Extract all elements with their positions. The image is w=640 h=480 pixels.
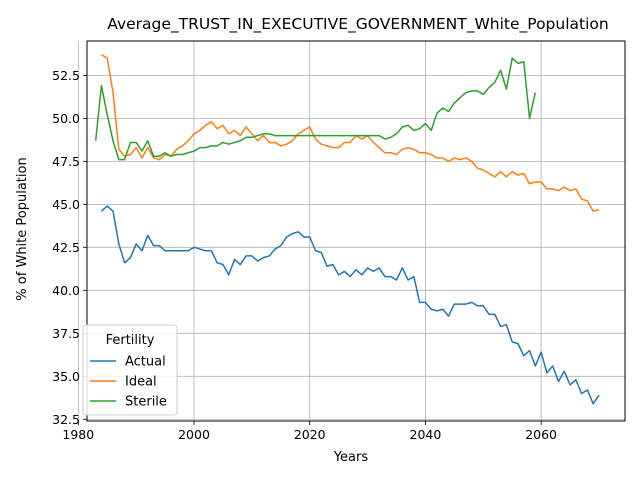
x-axis-label: Years (333, 450, 369, 465)
legend: Fertility Actual Ideal Sterile (82, 324, 178, 416)
y-axis-ticks: 32.5 35.0 37.5 40.0 42.5 45.0 47.5 50.0 52.5 (52, 68, 87, 427)
x-axis-ticks: 1980 2000 2020 2040 2060 (62, 421, 557, 442)
plot-area-frame (86, 40, 626, 422)
legend-box (82, 324, 178, 416)
x-tick-label: 2020 (294, 427, 326, 442)
legend-label-actual: Actual (125, 355, 166, 370)
series-line-sterile (94, 57, 537, 161)
x-tick-label: 2060 (525, 427, 557, 442)
x-tick-label: 2040 (410, 427, 442, 442)
legend-entries: Actual Ideal Sterile (90, 355, 167, 410)
y-tick-label: 52.5 (52, 68, 80, 83)
y-tick-label: 32.5 (52, 412, 80, 427)
y-tick-label: 50.0 (52, 111, 80, 126)
y-tick-label: 47.5 (52, 154, 80, 169)
legend-title: Fertility (106, 333, 155, 348)
series-line-ideal (101, 54, 600, 212)
legend-label-sterile: Sterile (125, 395, 167, 410)
series-line-actual (100, 205, 600, 405)
x-tick-label: 2000 (178, 427, 210, 442)
chart-title: Average_TRUST_IN_EXECUTIVE_GOVERNMENT_Wh… (107, 15, 608, 34)
series-layer (94, 54, 600, 405)
y-tick-label: 40.0 (52, 283, 80, 298)
y-tick-label: 45.0 (52, 197, 80, 212)
legend-label-ideal: Ideal (125, 375, 157, 390)
y-tick-label: 37.5 (52, 326, 80, 341)
y-axis-label: % of White Population (15, 157, 30, 300)
y-tick-label: 42.5 (52, 240, 80, 255)
y-tick-label: 35.0 (52, 369, 80, 384)
x-tick-label: 1980 (62, 427, 94, 442)
